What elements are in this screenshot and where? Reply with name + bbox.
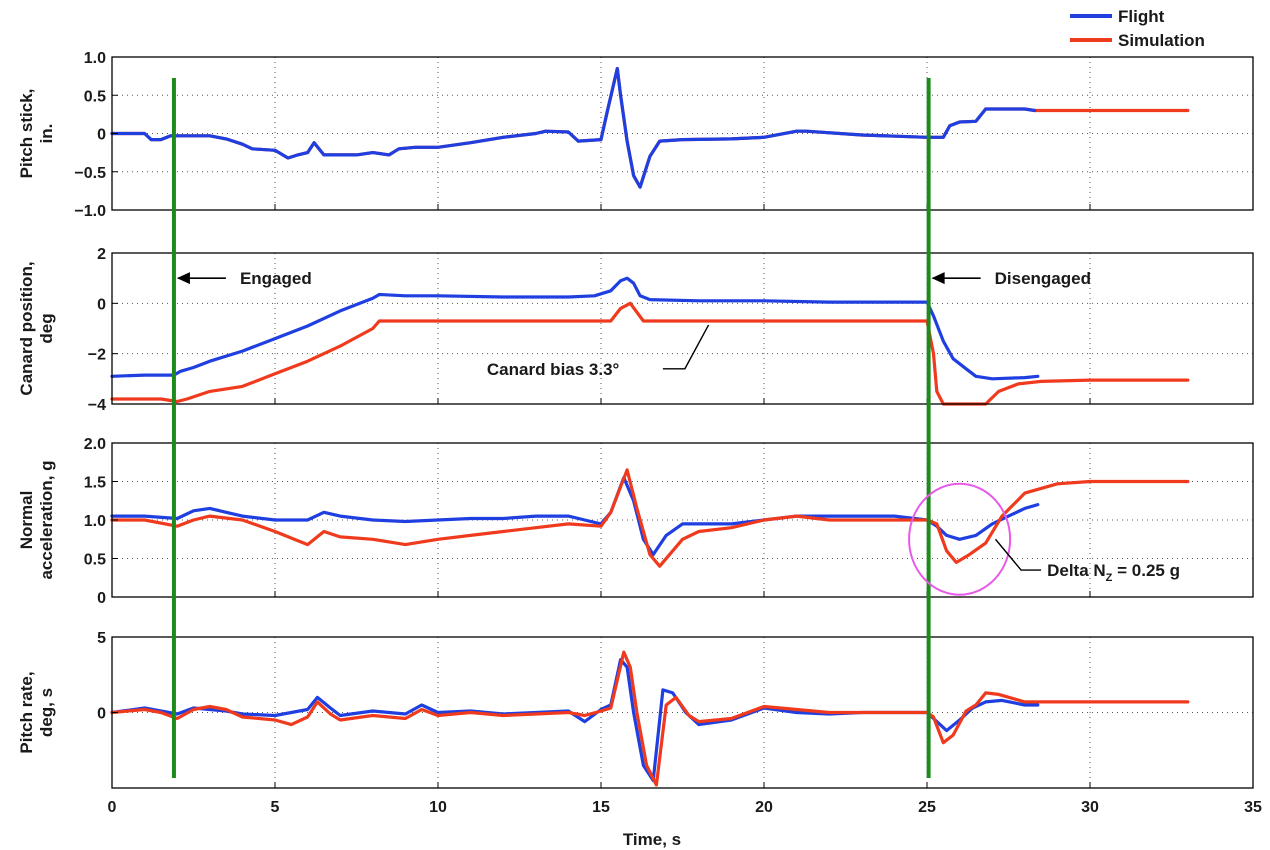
y-axis-label: Canard position,deg bbox=[17, 261, 56, 395]
y-tick-label: −1.0 bbox=[74, 203, 106, 220]
event-marker-label: Disengaged bbox=[995, 269, 1091, 288]
y-tick-label: 1.5 bbox=[84, 475, 106, 492]
series-line-simulation bbox=[110, 66, 1190, 189]
y-tick-label: −2 bbox=[88, 347, 106, 364]
annotation-delta-nz-subscript: Z bbox=[1106, 572, 1113, 584]
y-tick-label: 0 bbox=[97, 590, 106, 607]
y-axis-label-line: acceleration, g bbox=[37, 460, 56, 579]
event-markers: Engaged Disengaged bbox=[171, 78, 1091, 778]
y-tick-label: 1.0 bbox=[84, 513, 106, 530]
x-tick-label: 10 bbox=[429, 799, 447, 816]
series-line-flight bbox=[110, 476, 1040, 557]
series-line-flight bbox=[110, 66, 1037, 189]
annotation-delta-nz-main: Delta N bbox=[1047, 561, 1106, 580]
y-axis-label-line: deg, s bbox=[37, 688, 56, 737]
y-axis-label-line: Pitch rate, bbox=[17, 671, 36, 753]
y-tick-label: 0 bbox=[97, 296, 106, 313]
event-arrow-head bbox=[931, 272, 945, 285]
legend-flight-label: Flight bbox=[1118, 7, 1165, 26]
highlight-circle bbox=[908, 482, 1012, 596]
x-tick-label: 5 bbox=[271, 799, 280, 816]
y-axis-label-line: in. bbox=[37, 124, 56, 144]
series-line-simulation bbox=[110, 301, 1190, 406]
annotation-delta-nz-rest: = 0.25 g bbox=[1112, 561, 1180, 580]
y-axis-label: Pitch rate,deg, s bbox=[17, 671, 56, 753]
y-tick-label: 0 bbox=[97, 127, 106, 144]
panel-frame bbox=[111, 252, 1254, 405]
y-tick-label: 2.0 bbox=[84, 436, 106, 453]
series-line-flight bbox=[110, 657, 1040, 783]
y-tick-label: 2 bbox=[97, 246, 106, 263]
x-tick-label: 20 bbox=[755, 799, 773, 816]
annotation-leader bbox=[994, 538, 1042, 571]
series-line-simulation bbox=[110, 650, 1190, 787]
y-axis-label-line: Canard position, bbox=[17, 261, 36, 395]
y-tick-label: 0.5 bbox=[84, 552, 106, 569]
y-axis-label-line: Pitch stick, bbox=[17, 89, 36, 179]
series-line-flight bbox=[110, 276, 1040, 381]
panel-1: −1.0 −0.5 0 0.5 1.0 Pitch stick,in. bbox=[17, 50, 1254, 220]
panel-3: 0 0.5 1.0 1.5 2.0 Normalacceleration, g bbox=[17, 436, 1254, 607]
x-tick-label: 30 bbox=[1081, 799, 1099, 816]
x-tick-label: 25 bbox=[918, 799, 936, 816]
y-tick-label: 0 bbox=[97, 706, 106, 723]
x-axis-label: Time, s bbox=[623, 830, 681, 849]
legend-simulation-label: Simulation bbox=[1118, 31, 1205, 50]
y-tick-label: −0.5 bbox=[74, 165, 106, 182]
annotation-canard-bias: Canard bias 3.3° bbox=[487, 360, 620, 379]
y-tick-label: 1.0 bbox=[84, 50, 106, 67]
x-tick-label: 15 bbox=[592, 799, 610, 816]
chart-panels: −1.0 −0.5 0 0.5 1.0 Pitch stick,in. −4 −2 0 2 Cana… bbox=[17, 50, 1262, 816]
y-axis-label-line: Normal bbox=[17, 491, 36, 550]
series-line-simulation bbox=[110, 468, 1190, 568]
y-axis-label-line: deg bbox=[37, 313, 56, 343]
annotations: Canard bias 3.3° Delta NZ = 0.25 g bbox=[487, 324, 1180, 596]
y-tick-label: −4 bbox=[88, 397, 106, 414]
panel-4: 0 5 Pitch rate,deg, s 0 5 10 15 20 25 30 35 bbox=[17, 630, 1262, 816]
legend: Flight Simulation bbox=[1070, 7, 1205, 50]
event-arrow-head bbox=[176, 272, 190, 285]
y-axis-label: Pitch stick,in. bbox=[17, 89, 56, 179]
event-marker-label: Engaged bbox=[240, 269, 312, 288]
y-axis-label: Normalacceleration, g bbox=[17, 460, 56, 579]
panel-2: −4 −2 0 2 Canard position,deg bbox=[17, 246, 1254, 414]
x-tick-label: 35 bbox=[1244, 799, 1262, 816]
y-tick-label: 0.5 bbox=[84, 88, 106, 105]
y-tick-label: 5 bbox=[97, 630, 106, 647]
annotation-delta-nz: Delta NZ = 0.25 g bbox=[1047, 561, 1180, 584]
x-tick-label: 0 bbox=[108, 799, 117, 816]
annotation-leader bbox=[662, 324, 710, 370]
